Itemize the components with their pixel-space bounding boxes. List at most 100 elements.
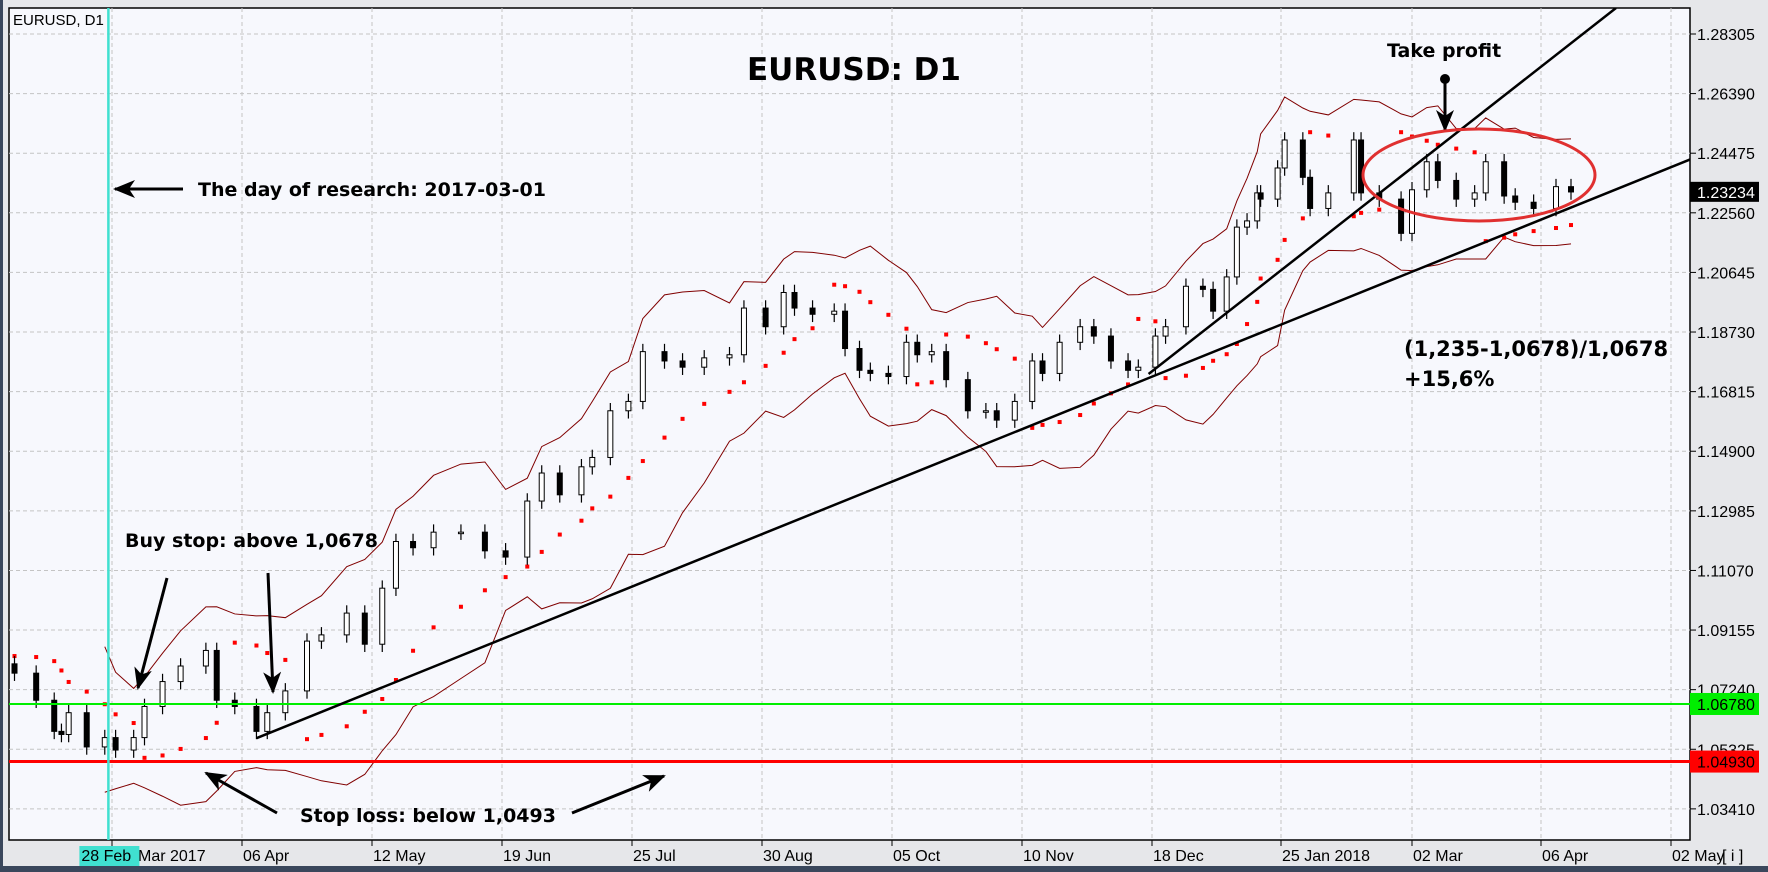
sar-dot: [792, 337, 797, 342]
sar-dot: [203, 736, 208, 741]
price-tick-label: 1.24475: [1697, 146, 1755, 163]
candle-body: [1039, 360, 1046, 374]
info-button[interactable]: [ i ]: [1722, 848, 1743, 865]
price-tick-label: 1.11070: [1697, 563, 1754, 580]
candle-body: [589, 456, 596, 468]
sar-dot: [608, 494, 613, 499]
sar-dot: [1435, 142, 1440, 147]
sar-dot: [1502, 235, 1507, 240]
sar-dot: [1091, 401, 1096, 406]
sar-dot: [886, 312, 891, 317]
candle-body: [1434, 161, 1441, 181]
axis-price-labels: 1.06780 1.04930 1.23234: [1690, 181, 1759, 773]
take-profit-ellipse: [1361, 127, 1597, 223]
sar-dot: [994, 347, 999, 352]
profit-calc-result: +15,6%: [1404, 367, 1494, 391]
sar-dot: [1163, 376, 1168, 381]
sar-dot: [178, 746, 183, 751]
candle-body: [1325, 192, 1332, 209]
sar-dot: [1275, 257, 1280, 262]
plot-area: [8, 7, 1691, 841]
time-tick-label: 18 Dec: [1153, 848, 1204, 865]
candle-body: [809, 307, 816, 315]
time-tick-label: 06 Apr: [243, 848, 290, 865]
sar-dot: [344, 724, 349, 729]
candle-body: [379, 587, 386, 645]
candle-body: [1350, 139, 1357, 194]
sar-dot: [1245, 322, 1250, 327]
sar-dot: [1030, 425, 1035, 430]
candle-body: [83, 712, 90, 748]
trendline: [255, 158, 1690, 740]
sar-dot: [1359, 210, 1364, 215]
candle-body: [1398, 198, 1405, 234]
price-tick-label: 1.18730: [1697, 325, 1755, 342]
candle-body: [856, 348, 863, 371]
sar-dot: [832, 282, 837, 287]
sar-dot: [458, 604, 463, 609]
candle-body: [1568, 186, 1574, 193]
price-tick-label: 1.09155: [1697, 623, 1755, 640]
candle-body: [502, 550, 509, 558]
sar-dot: [539, 549, 544, 554]
sar-dot: [482, 588, 487, 593]
candle-body: [282, 690, 289, 714]
sar-dot: [431, 625, 436, 630]
sar-dot: [1255, 299, 1260, 304]
sar-dot: [857, 289, 862, 294]
sar-dot: [131, 721, 136, 726]
candle-body: [964, 379, 971, 412]
sar-dot: [1308, 130, 1313, 135]
price-tick-label: 1.20645: [1697, 265, 1755, 282]
candle-body: [607, 410, 614, 458]
sar-dot: [380, 696, 385, 701]
sar-dot: [944, 332, 949, 337]
time-tick-label: 12 May: [373, 848, 425, 865]
parabolic-sar: [12, 130, 1573, 760]
bollinger-bands: [104, 96, 1572, 806]
sar-dot: [965, 334, 970, 339]
candle-body: [141, 705, 148, 739]
candle-body: [1135, 366, 1142, 371]
candle-body: [1553, 186, 1559, 209]
current-price-box: [1690, 181, 1759, 202]
sar-dot: [254, 643, 259, 648]
current-price-label: 1.23234: [1697, 185, 1755, 202]
level-price-box: [1690, 692, 1759, 715]
sar-dot: [66, 679, 71, 684]
sar-dot: [1078, 413, 1083, 418]
window-frame-left: [0, 0, 3, 872]
candle-body: [159, 681, 166, 707]
profit-calc-formula: (1,235-1,0678)/1,0678: [1404, 337, 1668, 361]
cursor-date-label: 28 Feb: [81, 848, 131, 865]
sar-dot: [1513, 232, 1518, 237]
candle-body: [1199, 285, 1206, 290]
candle-body: [1307, 176, 1314, 209]
candle-body: [701, 357, 708, 368]
sar-dot: [214, 720, 219, 725]
sar-dot: [781, 350, 786, 355]
sar-dot: [283, 657, 288, 662]
sar-dot: [393, 678, 398, 683]
sar-dot: [1234, 341, 1239, 346]
level-price-label: 1.04930: [1697, 755, 1755, 772]
sar-dot: [232, 640, 237, 645]
candle-body: [1029, 360, 1036, 402]
window-frame-bottom: [0, 866, 1768, 872]
sar-dot: [1554, 226, 1558, 231]
candle-body: [578, 466, 585, 496]
candle-body: [1090, 326, 1097, 337]
sar-dot: [1399, 130, 1404, 135]
candle-body: [556, 472, 563, 496]
bollinger-lower: [104, 236, 1572, 806]
sar-dot: [525, 564, 530, 569]
candle-body: [538, 472, 545, 502]
sar-dot: [868, 300, 873, 305]
sar-dot: [1224, 352, 1229, 357]
candle-body: [1233, 226, 1240, 278]
sar-dot: [1153, 319, 1158, 324]
candle-body: [1358, 139, 1365, 194]
sar-dot: [1300, 216, 1305, 221]
sar-dot: [1377, 207, 1382, 212]
